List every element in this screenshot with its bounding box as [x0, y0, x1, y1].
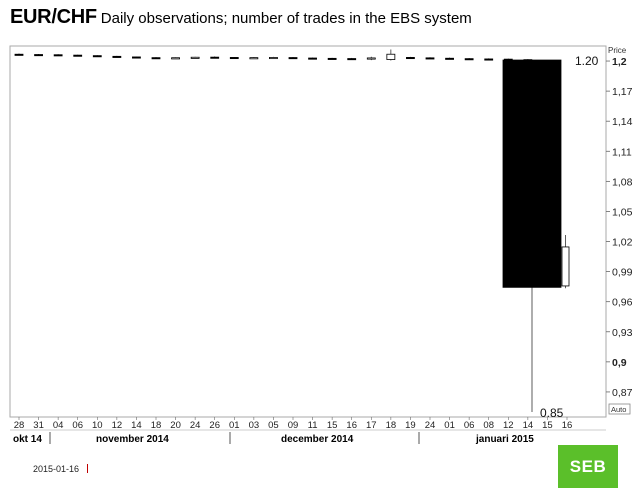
x-tick-label: 19: [405, 420, 416, 431]
y-tick-label: 0,96: [612, 297, 633, 309]
x-tick-label: 14: [131, 420, 142, 431]
price-annotation: 1.20: [575, 54, 599, 68]
footer-date: 2015-01-16: [33, 464, 80, 474]
candle-body: [190, 56, 200, 59]
x-tick-label: 08: [483, 420, 494, 431]
candle-body: [327, 57, 337, 60]
candle-body: [171, 57, 180, 60]
candles: [14, 49, 570, 412]
x-tick-label: 12: [112, 420, 123, 431]
x-tick-label: 18: [151, 420, 162, 431]
month-label: okt 14: [13, 434, 42, 445]
y-tick-label: 1,02: [612, 237, 633, 249]
candle-body: [288, 57, 298, 60]
chart-title: EUR/CHF: [10, 6, 97, 28]
x-tick-label: 06: [72, 420, 83, 431]
x-tick-label: 14: [523, 420, 534, 431]
candle-body: [308, 57, 317, 60]
candle-body: [425, 57, 435, 60]
x-tick-label: 01: [229, 420, 240, 431]
x-tick-label: 24: [425, 420, 436, 431]
candle-body: [347, 58, 357, 61]
auto-scale-button-label[interactable]: Auto: [611, 405, 626, 414]
x-tick-label: 15: [542, 420, 553, 431]
candle-body: [386, 53, 396, 60]
x-tick-label: 17: [366, 420, 377, 431]
x-tick-label: 28: [14, 420, 25, 431]
month-label: november 2014: [96, 434, 169, 445]
candle-body: [53, 54, 63, 57]
x-tick-label: 04: [53, 420, 64, 431]
x-tick-label: 10: [92, 420, 103, 431]
candle-body: [14, 53, 24, 56]
x-tick-label: 16: [346, 420, 357, 431]
auto-scale-button-frame[interactable]: [608, 403, 631, 415]
x-tick-label: 26: [209, 420, 220, 431]
candle-body: [502, 59, 562, 288]
x-tick-label: 09: [288, 420, 299, 431]
chart-title-row: EUR/CHF Daily observations; number of tra…: [10, 6, 472, 29]
x-tick-label: 24: [190, 420, 201, 431]
x-tick-label: 06: [464, 420, 475, 431]
candle-body: [210, 56, 220, 59]
y-axis-label: Price: [608, 46, 627, 55]
price-annotation: 0.85: [540, 406, 564, 420]
y-tick-label: 1,11: [612, 146, 632, 158]
x-tick-label: 05: [268, 420, 279, 431]
candle-body: [464, 58, 474, 61]
seb-logo-text: SEB: [569, 456, 607, 476]
candle-body: [249, 57, 259, 60]
month-label: december 2014: [281, 434, 354, 445]
candle-body: [132, 56, 141, 59]
candle-body: [229, 57, 239, 60]
chart-subtitle: Daily observations; number of trades in …: [100, 10, 472, 27]
candle-body: [151, 57, 161, 60]
y-tick-label: 1,05: [612, 206, 633, 218]
seb-logo: SEB: [558, 445, 618, 488]
x-tick-label: 20: [170, 420, 181, 431]
x-tick-label: 18: [386, 420, 397, 431]
x-tick-label: 15: [327, 420, 338, 431]
x-tick-label: 03: [249, 420, 260, 431]
y-tick-label: 1,14: [612, 116, 633, 128]
x-axis: 28 31 04 06 10 12 14 18 20 24 26 01 03 05 09 11 15 16 17 18…: [10, 417, 606, 445]
candle-body: [406, 57, 415, 60]
y-tick-label: 1,17: [612, 86, 633, 98]
y-axis: 1,2 1,17 1,14 1,11 1,08 1,05 1,02 0,99 0,96 0,93 0…: [606, 56, 633, 399]
candle-body: [73, 54, 83, 57]
x-tick-label: 11: [308, 420, 318, 431]
y-tick-label: 0,99: [612, 267, 633, 279]
annotations: 1.20 0.85: [540, 54, 599, 420]
y-tick-label: 1,08: [612, 176, 633, 188]
auto-scale-button[interactable]: Auto: [608, 403, 631, 415]
candle-body: [34, 54, 43, 57]
candle-body: [366, 57, 376, 60]
footer-date-stamp: 2015-01-16: [33, 464, 89, 474]
candle-body: [561, 246, 570, 287]
x-tick-label: 31: [33, 420, 44, 431]
y-tick-label: 0,9: [612, 357, 627, 369]
y-tick-label: 0,93: [612, 327, 633, 339]
candle-body: [92, 55, 102, 58]
x-tick-label: 16: [562, 420, 573, 431]
candle-body: [445, 57, 454, 60]
y-tick-label: 1,2: [612, 56, 627, 68]
footer-marker: [87, 464, 89, 473]
candle-body: [112, 55, 122, 58]
x-tick-label: 01: [444, 420, 455, 431]
y-tick-label: 0,87: [612, 387, 633, 399]
x-tick-label: 12: [503, 420, 514, 431]
month-label: januari 2015: [475, 434, 534, 445]
candle-body: [269, 57, 278, 60]
candle-body: [484, 58, 494, 61]
